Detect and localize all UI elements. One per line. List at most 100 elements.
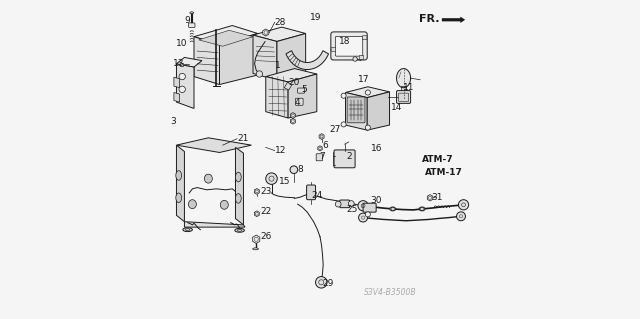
Circle shape (348, 201, 354, 206)
Circle shape (353, 57, 357, 61)
Circle shape (179, 73, 186, 80)
Text: 22: 22 (260, 207, 271, 216)
Text: ATM-17: ATM-17 (424, 168, 463, 177)
Circle shape (290, 166, 298, 174)
Text: 10: 10 (176, 39, 188, 48)
Polygon shape (291, 118, 296, 124)
Circle shape (341, 93, 346, 98)
Circle shape (335, 201, 341, 207)
FancyBboxPatch shape (180, 63, 184, 66)
Text: 14: 14 (391, 103, 402, 112)
Polygon shape (177, 64, 194, 108)
FancyBboxPatch shape (359, 56, 364, 59)
Text: 28: 28 (275, 18, 286, 27)
Ellipse shape (176, 171, 182, 180)
Circle shape (365, 212, 371, 217)
Text: 3: 3 (170, 117, 176, 126)
Ellipse shape (419, 207, 425, 211)
Polygon shape (253, 27, 306, 41)
Text: 26: 26 (260, 232, 271, 241)
Polygon shape (253, 35, 277, 80)
Text: 6: 6 (323, 141, 328, 150)
Circle shape (341, 122, 346, 127)
Polygon shape (428, 195, 433, 201)
Polygon shape (254, 189, 259, 194)
Polygon shape (194, 37, 220, 85)
Polygon shape (442, 17, 465, 23)
Text: 11: 11 (403, 83, 415, 92)
Text: 19: 19 (310, 13, 321, 22)
Polygon shape (254, 211, 259, 217)
Polygon shape (194, 26, 258, 45)
Text: 8: 8 (298, 165, 303, 174)
FancyBboxPatch shape (331, 48, 335, 51)
FancyBboxPatch shape (397, 91, 411, 103)
Circle shape (316, 277, 327, 288)
Text: 20: 20 (288, 78, 300, 87)
Polygon shape (284, 82, 292, 90)
Text: 18: 18 (339, 37, 350, 46)
Polygon shape (177, 138, 252, 152)
Text: 9: 9 (184, 16, 190, 25)
Circle shape (458, 200, 468, 210)
Polygon shape (220, 33, 258, 85)
Text: 1: 1 (275, 61, 280, 70)
Text: 7: 7 (319, 152, 325, 161)
Polygon shape (266, 69, 317, 82)
Text: 15: 15 (278, 177, 290, 186)
Polygon shape (277, 33, 306, 80)
Polygon shape (177, 57, 202, 67)
Ellipse shape (188, 200, 196, 209)
FancyBboxPatch shape (334, 150, 355, 168)
Circle shape (179, 86, 186, 93)
Text: 21: 21 (237, 134, 248, 143)
Ellipse shape (204, 174, 212, 183)
Text: 17: 17 (358, 75, 370, 84)
Circle shape (256, 71, 262, 77)
Circle shape (358, 213, 367, 222)
Circle shape (358, 201, 368, 211)
Polygon shape (174, 93, 180, 102)
FancyBboxPatch shape (340, 200, 349, 208)
FancyBboxPatch shape (189, 23, 195, 27)
Circle shape (365, 90, 371, 95)
Polygon shape (346, 87, 390, 98)
Ellipse shape (253, 248, 259, 250)
Polygon shape (367, 92, 390, 130)
Ellipse shape (190, 12, 194, 14)
FancyBboxPatch shape (362, 36, 367, 40)
Circle shape (365, 125, 371, 130)
Ellipse shape (235, 228, 244, 232)
Polygon shape (174, 77, 180, 88)
Polygon shape (286, 51, 328, 70)
FancyBboxPatch shape (307, 185, 316, 200)
FancyBboxPatch shape (335, 36, 363, 56)
Ellipse shape (183, 228, 193, 232)
Text: ATM-7: ATM-7 (422, 155, 454, 164)
Ellipse shape (236, 194, 241, 203)
Text: 23: 23 (260, 187, 271, 196)
Polygon shape (184, 222, 245, 227)
Text: 31: 31 (431, 193, 442, 202)
Circle shape (456, 212, 465, 221)
Polygon shape (346, 93, 367, 130)
Text: 24: 24 (311, 191, 323, 200)
Polygon shape (288, 74, 317, 118)
Text: 13: 13 (173, 59, 184, 68)
Text: 4: 4 (294, 98, 300, 107)
Ellipse shape (220, 200, 228, 209)
Polygon shape (401, 86, 406, 93)
Polygon shape (263, 29, 269, 36)
Text: S3V4-B3500B: S3V4-B3500B (364, 288, 417, 297)
Polygon shape (177, 145, 184, 222)
Polygon shape (266, 77, 288, 118)
Text: FR.: FR. (419, 14, 440, 24)
Text: 25: 25 (346, 205, 358, 214)
Polygon shape (397, 69, 411, 88)
Text: 5: 5 (301, 85, 307, 94)
FancyBboxPatch shape (347, 97, 365, 123)
Polygon shape (236, 147, 243, 225)
Text: 27: 27 (330, 125, 341, 134)
Polygon shape (291, 113, 296, 118)
Ellipse shape (390, 207, 396, 211)
